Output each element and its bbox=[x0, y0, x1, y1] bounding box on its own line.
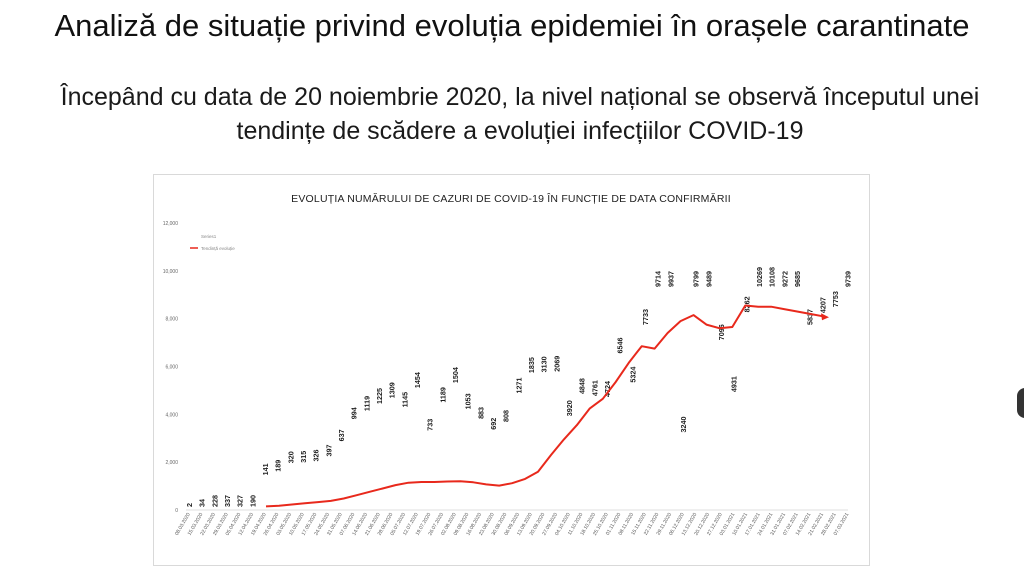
data-label: 8262 bbox=[742, 296, 751, 312]
trend-line bbox=[265, 304, 824, 508]
data-label: 10269 bbox=[755, 267, 764, 287]
legend-series1: Series1 bbox=[201, 234, 217, 239]
data-label: 1119 bbox=[362, 396, 371, 411]
data-label: 337 bbox=[223, 495, 232, 507]
data-label: 327 bbox=[236, 495, 245, 507]
data-label: 4207 bbox=[818, 297, 827, 313]
data-label: 141 bbox=[261, 463, 270, 475]
data-label: 6546 bbox=[616, 337, 625, 353]
data-label: 2069 bbox=[552, 356, 561, 372]
data-label: 7733 bbox=[641, 309, 650, 325]
data-label: 3240 bbox=[679, 417, 688, 433]
data-label: 4724 bbox=[603, 381, 612, 397]
data-label: 1053 bbox=[464, 393, 473, 409]
data-label: 189 bbox=[274, 460, 283, 472]
data-label: 9489 bbox=[704, 271, 713, 287]
data-label: 1454 bbox=[413, 372, 422, 388]
slide-subtitle: Începând cu data de 20 noiembrie 2020, l… bbox=[20, 80, 1020, 148]
chart-title: EVOLUȚIA NUMĂRULUI DE CAZURI DE COVID-19… bbox=[291, 192, 731, 205]
data-label: 326 bbox=[312, 449, 321, 461]
data-label: 1225 bbox=[375, 388, 384, 404]
data-label: 320 bbox=[286, 451, 295, 463]
data-label: 315 bbox=[299, 451, 308, 463]
data-label: 9937 bbox=[666, 271, 675, 287]
data-label: 228 bbox=[210, 495, 219, 507]
data-label: 883 bbox=[476, 407, 485, 419]
data-label: 1309 bbox=[388, 382, 397, 398]
data-label: 733 bbox=[426, 419, 435, 431]
data-label: 190 bbox=[248, 495, 257, 507]
data-label: 397 bbox=[324, 444, 333, 456]
data-label: 34 bbox=[198, 499, 207, 507]
scroll-indicator[interactable] bbox=[1017, 388, 1024, 418]
y-tick-label: 10,000 bbox=[163, 269, 179, 275]
data-label: 9739 bbox=[844, 271, 853, 287]
data-label: 4761 bbox=[590, 380, 599, 396]
y-tick-label: 4,000 bbox=[165, 412, 178, 418]
data-label: 7753 bbox=[831, 291, 840, 307]
legend-trend: Tendință evoluție bbox=[201, 246, 235, 251]
data-label: 9272 bbox=[780, 271, 789, 287]
data-label: 1835 bbox=[527, 357, 536, 373]
data-label: 637 bbox=[337, 429, 346, 441]
data-label: 7096 bbox=[717, 324, 726, 340]
data-label: 4931 bbox=[730, 376, 739, 392]
data-label: 692 bbox=[489, 418, 498, 430]
data-label: 1145 bbox=[400, 392, 409, 408]
data-label: 5324 bbox=[628, 367, 637, 383]
data-label: 2 bbox=[185, 503, 194, 507]
data-label: 1189 bbox=[438, 387, 447, 403]
slide-title: Analiză de situație privind evoluția epi… bbox=[54, 8, 970, 43]
subtitle-line-2: tendințe de scădere a evoluției infecții… bbox=[236, 117, 804, 145]
data-label: 1271 bbox=[514, 378, 523, 394]
data-label: 3920 bbox=[565, 400, 574, 416]
y-tick-label: 6,000 bbox=[165, 365, 178, 371]
chart-frame: EVOLUȚIA NUMĂRULUI DE CAZURI DE COVID-19… bbox=[153, 174, 870, 566]
data-label: 4848 bbox=[578, 378, 587, 394]
data-label: 1504 bbox=[451, 367, 460, 383]
y-tick-label: 8,000 bbox=[165, 317, 178, 323]
y-tick-label: 0 bbox=[175, 508, 178, 514]
data-label: 3130 bbox=[540, 356, 549, 372]
subtitle-line-1: Începând cu data de 20 noiembrie 2020, l… bbox=[60, 83, 980, 111]
y-tick-label: 2,000 bbox=[165, 460, 178, 466]
data-label: 9714 bbox=[654, 271, 663, 287]
y-tick-label: 12,000 bbox=[163, 221, 179, 227]
data-label: 994 bbox=[350, 407, 359, 419]
trend-arrowhead bbox=[821, 313, 829, 321]
data-label: 5837 bbox=[806, 309, 815, 325]
data-label: 10108 bbox=[768, 267, 777, 287]
chart-svg: EVOLUȚIA NUMĂRULUI DE CAZURI DE COVID-19… bbox=[163, 192, 853, 537]
data-label: 9799 bbox=[692, 271, 701, 287]
data-label: 9685 bbox=[793, 271, 802, 287]
data-label: 808 bbox=[502, 410, 511, 422]
